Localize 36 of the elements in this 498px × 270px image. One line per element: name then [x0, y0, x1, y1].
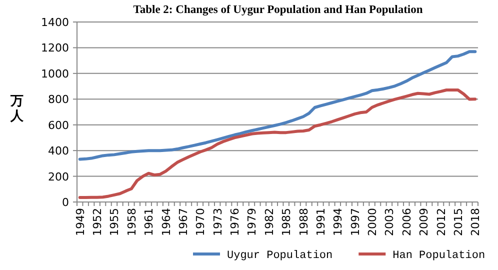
x-tick-label: 1961	[142, 208, 156, 236]
x-tick-label: 1991	[314, 208, 328, 236]
x-tick-label: 1973	[211, 208, 224, 236]
chart-title: Table 2: Changes of Uygur Population and Han Population	[133, 4, 424, 16]
x-tick-label: 1994	[332, 208, 345, 236]
x-tick-label: 1988	[297, 208, 310, 236]
x-tick-label: 2000	[366, 208, 380, 236]
y-tick-label: 600	[48, 118, 69, 132]
y-tick-label: 1400	[41, 16, 69, 29]
x-tick-label: 1979	[246, 208, 259, 236]
x-tick-label: 2006	[400, 208, 414, 236]
x-tick-label: 2015	[452, 208, 465, 236]
x-tick-label: 2009	[418, 208, 431, 236]
y-axis-title: 万人	[10, 93, 24, 123]
y-tick-label: 0	[62, 196, 69, 209]
x-tick-label: 1955	[108, 208, 122, 236]
y-tick-label: 400	[48, 144, 69, 158]
legend-label: Uygur Population	[227, 250, 333, 262]
x-tick-label: 1976	[228, 208, 242, 236]
legend-label: Han Population	[392, 250, 486, 262]
x-tick-label: 1952	[91, 208, 104, 236]
x-tick-label: 2018	[469, 208, 482, 236]
y-tick-label: 200	[48, 170, 69, 184]
y-tick-label: 1200	[41, 42, 69, 55]
x-tick-label: 2012	[434, 208, 448, 236]
y-tick-label: 800	[48, 93, 69, 106]
x-tick-label: 1958	[125, 208, 138, 236]
x-tick-label: 1982	[262, 208, 276, 236]
x-tick-label: 2003	[383, 208, 396, 236]
x-tick-label: 1997	[348, 208, 362, 236]
x-tick-label: 1985	[280, 208, 294, 236]
y-tick-label: 1000	[41, 67, 69, 80]
x-tick-label: 1949	[74, 208, 87, 236]
x-tick-label: 1964	[160, 208, 173, 236]
x-tick-label: 1970	[194, 208, 208, 236]
x-tick-label: 1967	[176, 208, 190, 236]
